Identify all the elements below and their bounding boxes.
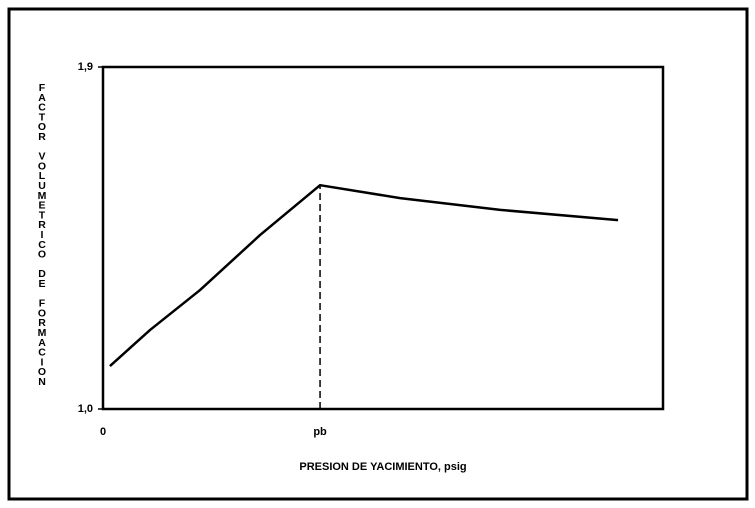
x-tick-label: 0 (100, 426, 106, 438)
y-tick-label: 1,0 (78, 403, 93, 415)
y-tick-label: 1,9 (78, 61, 93, 73)
x-tick-label: pb (313, 426, 327, 438)
frame (7, 7, 749, 501)
data-line (109, 183, 619, 367)
y-axis-label: FACTOR VOLUMETRICO DE FORMACION (36, 82, 48, 386)
plot-area (101, 65, 665, 411)
x-axis-label: PRESION DE YACIMIENTO, psig (299, 461, 466, 473)
